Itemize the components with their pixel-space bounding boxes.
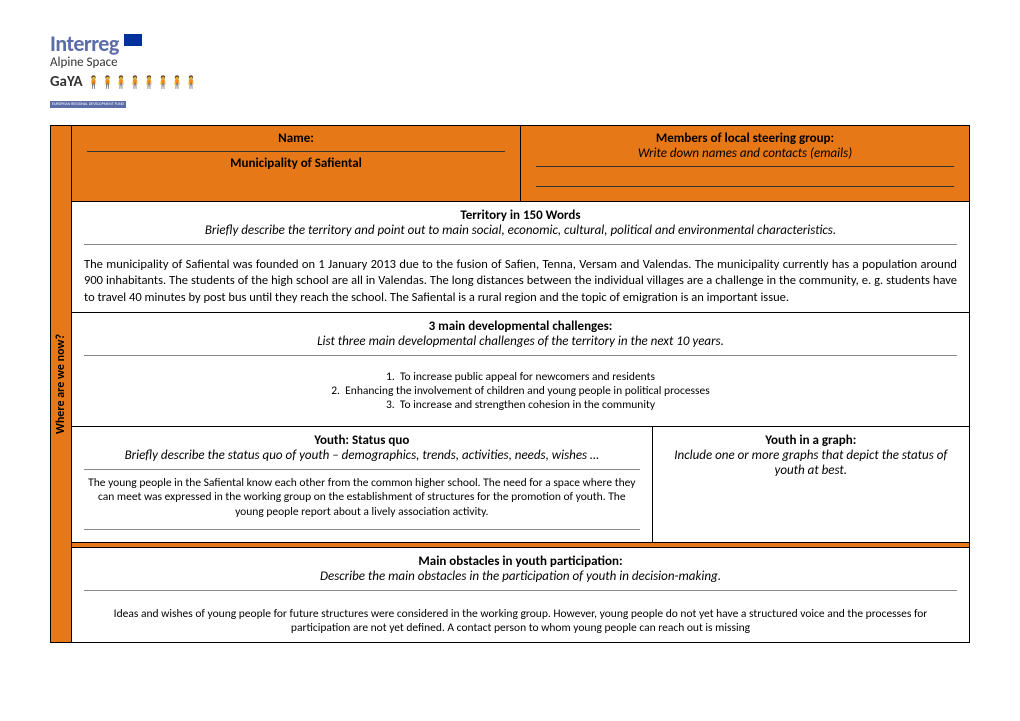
logo-gaya: GaYA 🧍🧍🧍🧍🧍🧍🧍🧍 xyxy=(50,73,198,91)
challenges-title: 3 main developmental challenges: xyxy=(84,319,957,334)
youth-status-body: The young people in the Safiental know e… xyxy=(84,476,640,519)
obstacles-body: Ideas and wishes of young people for fut… xyxy=(84,607,957,636)
youth-graph-box: Youth in a graph: Include one or more gr… xyxy=(653,427,969,542)
logo-main: Interreg xyxy=(50,30,119,57)
territory-body: The municipality of Safiental was founde… xyxy=(84,257,957,306)
challenges-subtitle: List three main developmental challenges… xyxy=(84,334,957,349)
obstacles-title: Main obstacles in youth participation: xyxy=(84,554,957,569)
youth-status-title: Youth: Status quo xyxy=(84,433,640,448)
youth-row: Youth: Status quo Briefly describe the s… xyxy=(72,426,969,542)
obstacles-subtitle: Describe the main obstacles in the parti… xyxy=(84,569,957,584)
form-table: Where are we now? Name: Municipality of … xyxy=(50,125,970,643)
logo-sub: Alpine Space xyxy=(50,55,198,70)
challenges-section: 3 main developmental challenges: List th… xyxy=(72,312,969,426)
challenges-list: 1. To increase public appeal for newcome… xyxy=(84,362,957,420)
youth-status-subtitle: Briefly describe the status quo of youth… xyxy=(84,448,640,463)
name-value: Municipality of Safiental xyxy=(87,156,505,171)
obstacles-section: Main obstacles in youth participation: D… xyxy=(72,547,969,642)
territory-section: Territory in 150 Words Briefly describe … xyxy=(72,201,969,312)
fund-label: EUROPEAN REGIONAL DEVELOPMENT FUND xyxy=(50,101,126,108)
members-label: Members of local steering group: xyxy=(536,131,954,146)
header-row: Name: Municipality of Safiental Members … xyxy=(72,126,969,201)
territory-subtitle: Briefly describe the territory and point… xyxy=(84,223,957,238)
sidebar-label: Where are we now? xyxy=(54,334,68,434)
sidebar: Where are we now? xyxy=(51,126,72,643)
people-icon: 🧍🧍🧍🧍🧍🧍🧍🧍 xyxy=(86,76,198,90)
challenge-item: 3. To increase and strengthen cohesion i… xyxy=(84,398,957,412)
youth-graph-title: Youth in a graph: xyxy=(665,433,957,448)
eu-flag-icon xyxy=(124,34,142,46)
challenge-item: 2. Enhancing the involvement of children… xyxy=(84,384,957,398)
header-name-box: Name: Municipality of Safiental xyxy=(72,126,521,201)
youth-status-box: Youth: Status quo Briefly describe the s… xyxy=(72,427,653,542)
members-sublabel: Write down names and contacts (emails) xyxy=(536,146,954,161)
name-label: Name: xyxy=(87,131,505,146)
youth-graph-subtitle: Include one or more graphs that depict t… xyxy=(665,448,957,478)
logo-block: Interreg Alpine Space GaYA 🧍🧍🧍🧍🧍🧍🧍🧍 EURO… xyxy=(50,30,970,110)
challenge-item: 1. To increase public appeal for newcome… xyxy=(84,370,957,384)
territory-title: Territory in 150 Words xyxy=(84,208,957,223)
header-members-box: Members of local steering group: Write d… xyxy=(521,126,969,201)
